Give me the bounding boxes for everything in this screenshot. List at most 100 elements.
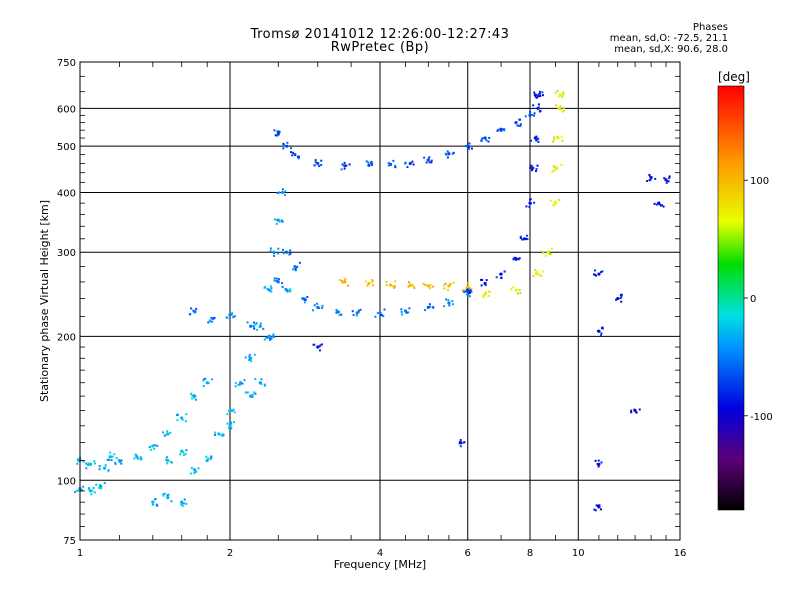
scatter-point [470, 287, 473, 290]
scatter-point [535, 139, 538, 142]
scatter-point [335, 309, 338, 312]
scatter-point [443, 305, 446, 308]
scatter-point [470, 147, 473, 150]
scatter-point [251, 393, 254, 396]
scatter-point [207, 321, 210, 324]
scatter-point [193, 396, 196, 399]
scatter-point [228, 427, 231, 430]
scatter-point [593, 273, 596, 276]
scatter-point [371, 162, 374, 165]
scatter-point [462, 291, 465, 294]
scatter-point [91, 489, 94, 492]
scatter-point [276, 277, 279, 280]
scatter-point [107, 458, 110, 461]
scatter-point [318, 306, 321, 309]
scatter-point [668, 176, 671, 179]
scatter-point [209, 458, 212, 461]
scatter-point [561, 139, 564, 142]
scatter-point [166, 433, 169, 436]
scatter-point [444, 282, 447, 285]
scatter-point [430, 159, 433, 162]
scatter-point [518, 258, 521, 261]
scatter-point [423, 156, 426, 159]
scatter-point [597, 459, 600, 462]
chart-subtitle: RwPretec (Bp) [330, 40, 430, 55]
scatter-point [181, 504, 184, 507]
scatter-point [270, 290, 273, 293]
data-point [426, 284, 430, 288]
scatter-point [204, 377, 207, 380]
scatter-point [277, 252, 280, 255]
scatter-point [314, 159, 317, 162]
scatter-point [282, 144, 285, 147]
scatter-point [551, 170, 554, 173]
scatter-point [407, 311, 410, 314]
scatter-point [464, 290, 467, 293]
scatter-point [149, 448, 152, 451]
scatter-point [87, 463, 90, 466]
scatter-point [554, 200, 557, 203]
scatter-point [466, 282, 469, 285]
scatter-point [281, 285, 284, 288]
scatter-point [559, 108, 562, 111]
scatter-point [538, 90, 541, 93]
scatter-point [530, 113, 533, 116]
scatter-point [153, 447, 156, 450]
scatter-point [406, 166, 409, 169]
scatter-point [404, 161, 407, 164]
scatter-point [533, 114, 536, 117]
scatter-point [554, 166, 557, 169]
scatter-point [133, 457, 136, 460]
scatter-point [529, 112, 532, 115]
x-tick-label: 10 [572, 548, 585, 559]
scatter-point [93, 460, 96, 463]
scatter-point [252, 324, 255, 327]
data-point [597, 272, 601, 276]
scatter-point [76, 489, 79, 492]
scatter-point [154, 498, 157, 501]
scatter-point [553, 136, 556, 139]
scatter-point [207, 382, 210, 385]
scatter-point [541, 270, 544, 273]
scatter-point [183, 453, 186, 456]
scatter-point [562, 91, 565, 94]
scatter-point [284, 190, 287, 193]
scatter-point [516, 124, 519, 127]
scatter-point [87, 487, 90, 490]
scatter-point [289, 288, 292, 291]
data-point [267, 334, 272, 338]
scatter-point [432, 306, 435, 309]
scatter-point [229, 408, 232, 411]
scatter-point [321, 304, 324, 307]
scatter-point [536, 164, 539, 167]
scatter-point [296, 265, 299, 268]
scatter-point [370, 160, 373, 163]
trace [273, 110, 536, 171]
scatter-point [635, 411, 638, 414]
scatter-point [99, 484, 102, 487]
trace [464, 90, 544, 294]
scatter-point [366, 284, 369, 287]
scatter-point [443, 287, 446, 290]
data-point [108, 455, 112, 459]
scatter-point [87, 462, 90, 465]
scatter-point [537, 95, 540, 98]
x-tick-label: 8 [527, 548, 533, 559]
scatter-point [248, 353, 251, 356]
scatter-point [154, 444, 157, 447]
scatter-point [166, 494, 169, 497]
scatter-point [276, 130, 279, 133]
scatter-point [259, 322, 262, 325]
scatter-point [424, 309, 427, 312]
scatter-point [383, 308, 386, 311]
scatter-point [338, 314, 341, 317]
scatter-point [250, 324, 253, 327]
scatter-point [184, 420, 187, 423]
scatter-point [405, 311, 408, 314]
x-axis-label: Frequency [MHz] [334, 558, 426, 571]
scatter-point [107, 469, 110, 472]
data-point [367, 281, 371, 286]
scatter-point [195, 470, 198, 473]
data-point [367, 163, 371, 167]
scatter-point [211, 320, 214, 323]
